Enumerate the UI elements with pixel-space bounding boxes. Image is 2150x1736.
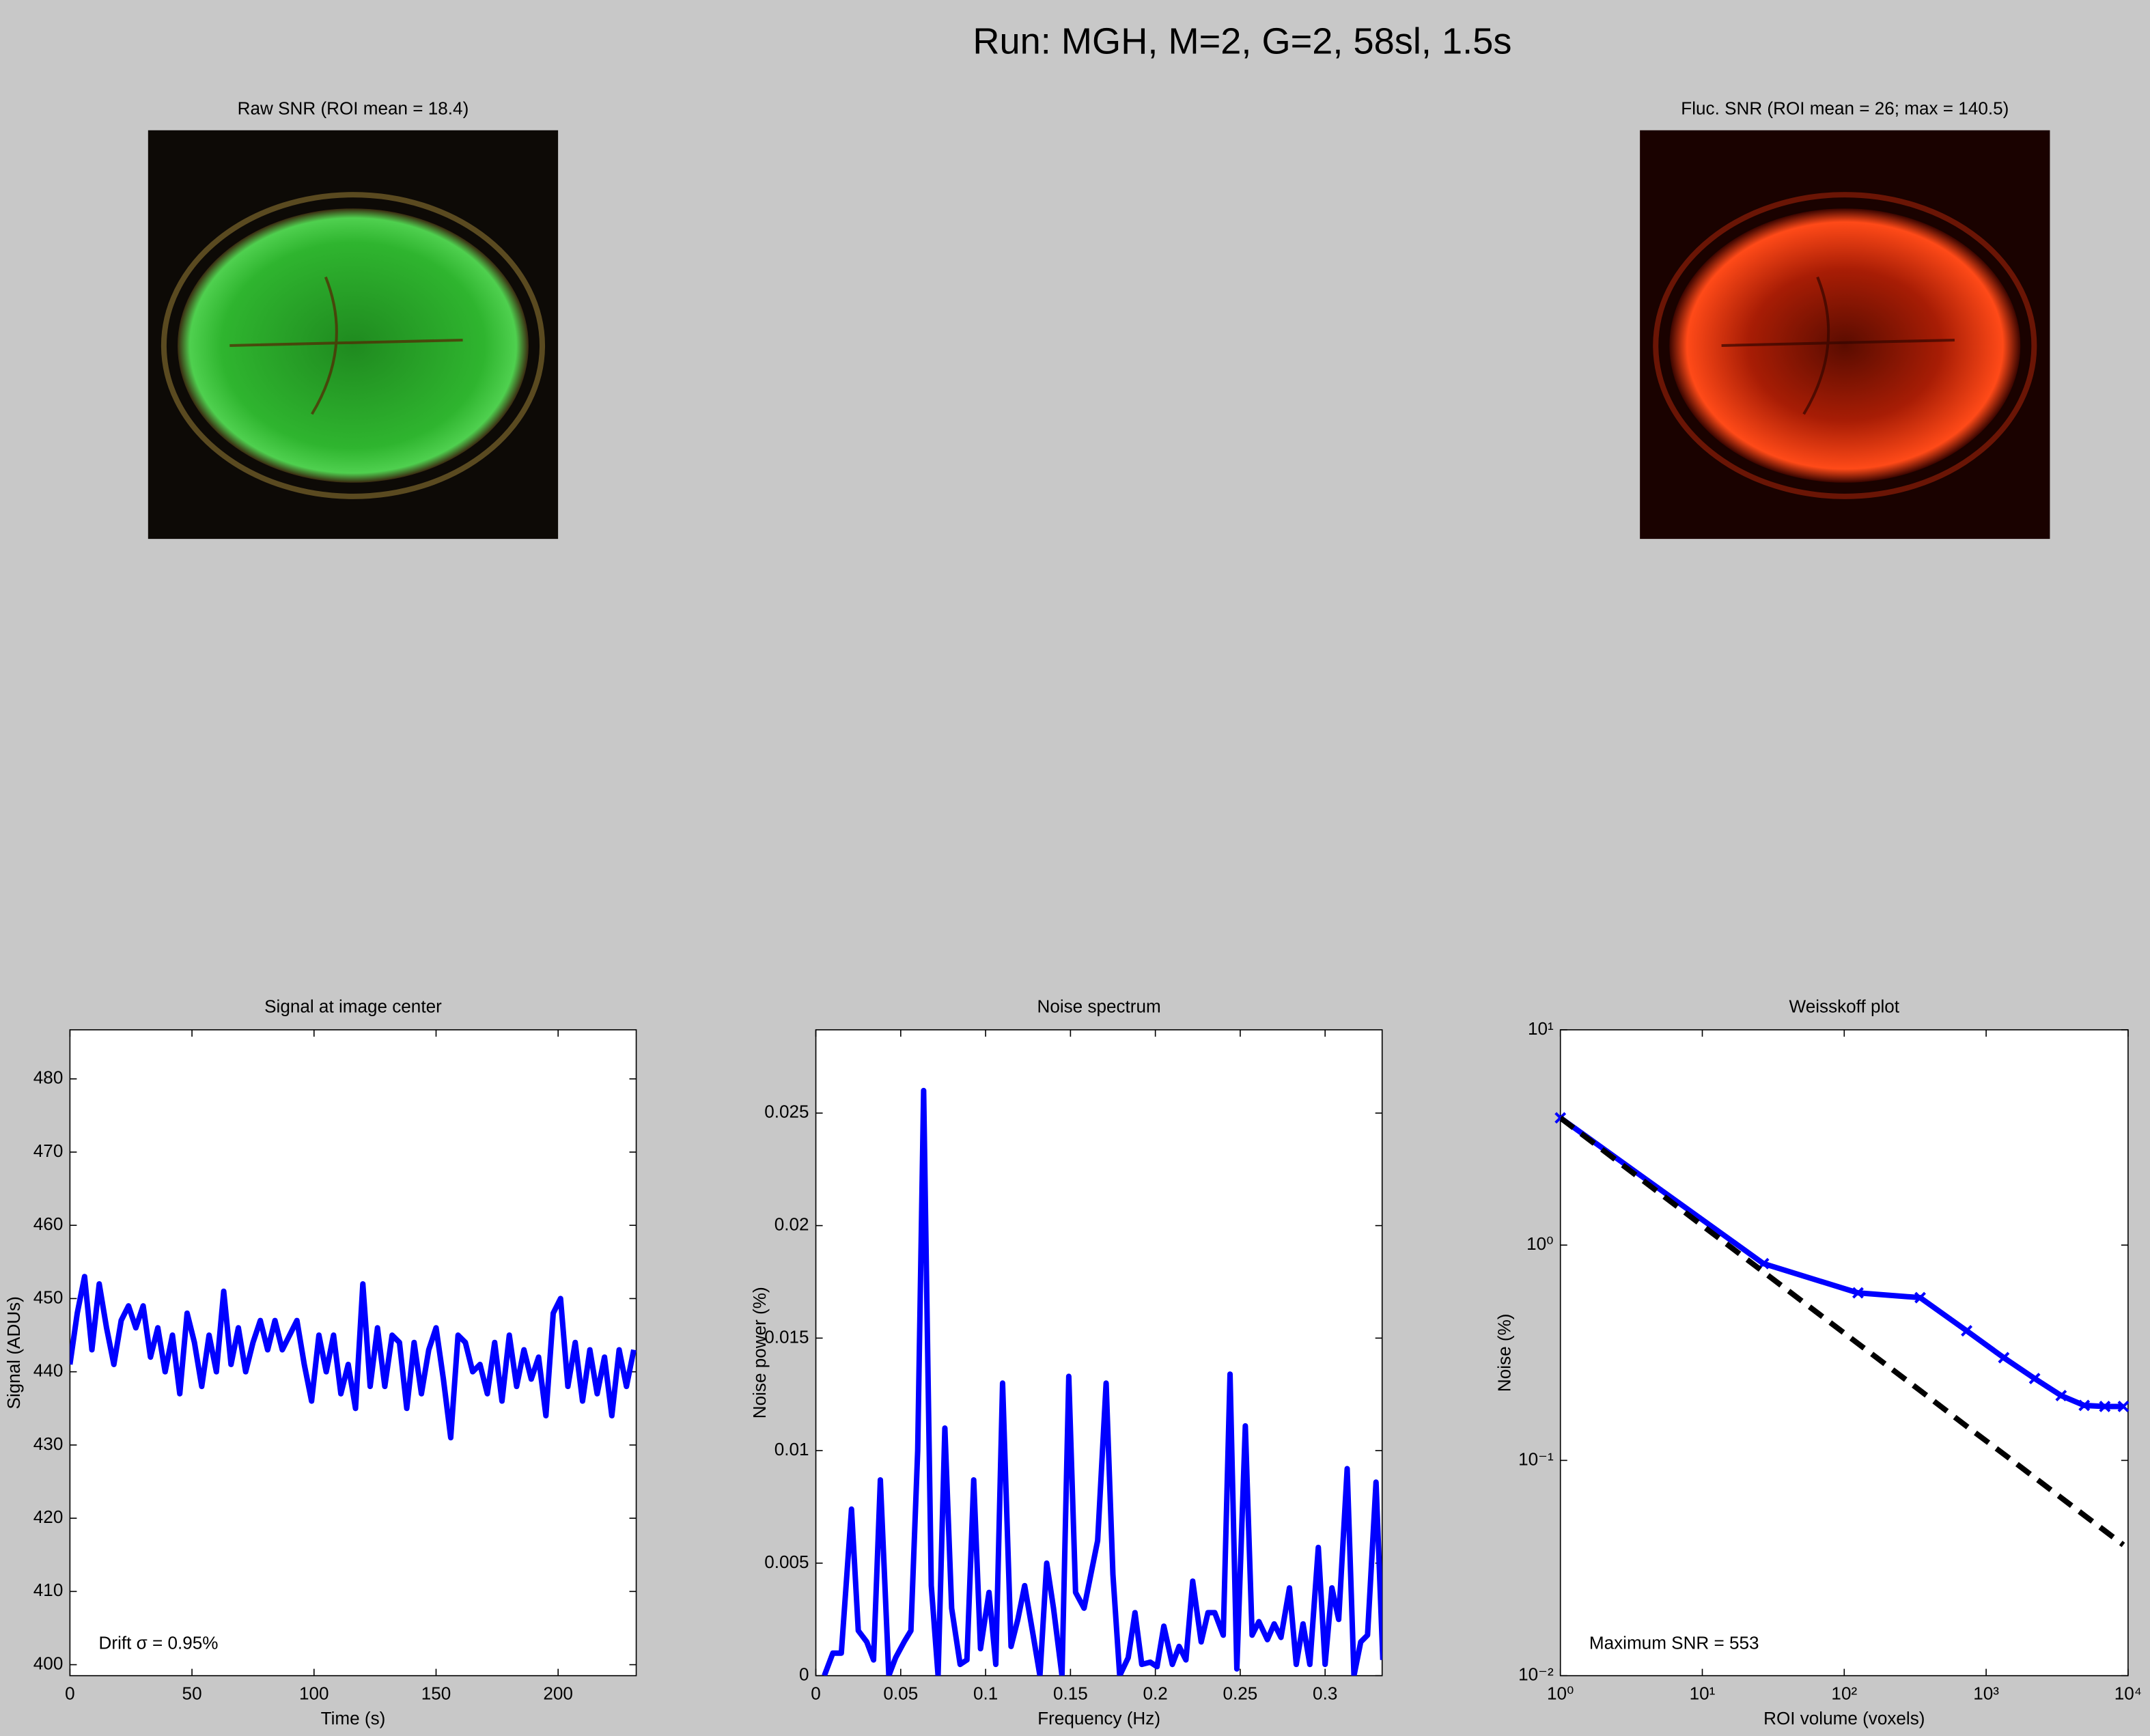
y-tick-label: 0 — [799, 1664, 809, 1685]
y-tick-label: 0.005 — [764, 1552, 809, 1572]
y-tick-label: 480 — [33, 1067, 64, 1088]
marker — [2055, 1390, 2067, 1401]
brain-detail — [1721, 276, 1955, 415]
y-tick-label: 0.02 — [774, 1214, 809, 1235]
y-tick-label: 440 — [33, 1360, 64, 1381]
figure-title: Run: MGH, M=2, G=2, 58sl, 1.5s — [973, 21, 1511, 62]
y-tick-label: 10¹ — [1528, 1018, 1554, 1039]
marker — [2078, 1399, 2091, 1412]
x-tick-label: 10² — [1831, 1683, 1857, 1704]
y-tick-label: 10⁻² — [1518, 1664, 1554, 1685]
marker — [2117, 1401, 2130, 1412]
x-axis-label: Time (s) — [321, 1708, 386, 1728]
y-tick-label: 0.015 — [764, 1326, 809, 1347]
x-axis-label: Frequency (Hz) — [1037, 1708, 1160, 1728]
x-tick-label: 10¹ — [1690, 1683, 1716, 1704]
x-tick-label: 10⁰ — [1547, 1683, 1574, 1704]
y-axis-label: Noise (%) — [1494, 1314, 1514, 1392]
brain — [1669, 208, 2021, 483]
y-tick-label: 0.01 — [774, 1439, 809, 1459]
x-tick-label: 50 — [182, 1683, 202, 1704]
x-tick-label: 10⁴ — [2114, 1683, 2142, 1704]
y-tick-label: 410 — [33, 1580, 64, 1600]
plot-title: Noise spectrum — [1037, 996, 1160, 1017]
y-tick-label: 460 — [33, 1214, 64, 1234]
y-tick-label: 10⁻¹ — [1518, 1448, 1554, 1469]
x-tick-label: 0.2 — [1143, 1683, 1168, 1704]
y-tick-label: 10⁰ — [1526, 1233, 1553, 1254]
skull-ring — [160, 192, 546, 499]
marker — [2099, 1401, 2111, 1412]
plot-title: Signal at image center — [264, 996, 442, 1017]
x-axis-label: ROI volume (voxels) — [1763, 1708, 1925, 1728]
x-tick-label: 100 — [299, 1683, 329, 1704]
y-tick-label: 450 — [33, 1287, 64, 1307]
brain — [177, 208, 529, 483]
annotation: Maximum SNR = 553 — [1589, 1632, 1759, 1653]
x-tick-label: 0.1 — [973, 1683, 998, 1704]
x-tick-label: 150 — [421, 1683, 451, 1704]
marker — [2028, 1373, 2041, 1385]
image-title: Fluc. SNR (ROI mean = 26; max = 140.5) — [1681, 98, 2009, 119]
plot-area — [815, 1029, 1383, 1677]
y-tick-label: 420 — [33, 1507, 64, 1527]
x-tick-label: 200 — [543, 1683, 573, 1704]
y-axis-label: Noise power (%) — [749, 1287, 770, 1418]
plot-title: Weisskoff plot — [1789, 996, 1900, 1017]
plot-area — [1559, 1029, 2129, 1677]
x-tick-label: 10³ — [1973, 1683, 1999, 1704]
y-tick-label: 400 — [33, 1653, 64, 1673]
x-tick-label: 0 — [65, 1683, 75, 1704]
skull-ring — [1653, 192, 2037, 499]
y-tick-label: 470 — [33, 1140, 64, 1161]
y-tick-label: 430 — [33, 1433, 64, 1454]
series-line — [822, 1087, 1382, 1676]
x-tick-label: 0.15 — [1053, 1683, 1088, 1704]
x-tick-label: 0 — [811, 1683, 821, 1704]
marker — [1852, 1287, 1864, 1299]
x-tick-label: 0.3 — [1313, 1683, 1337, 1704]
marker — [1961, 1325, 1973, 1337]
x-tick-label: 0.05 — [883, 1683, 918, 1704]
marker — [1914, 1291, 1926, 1304]
brain-detail — [229, 276, 463, 415]
annotation: Drift σ = 0.95% — [99, 1632, 219, 1653]
marker — [1998, 1352, 2010, 1364]
series-line — [1560, 1115, 2125, 1548]
x-tick-label: 0.25 — [1223, 1683, 1258, 1704]
image-title: Raw SNR (ROI mean = 18.4) — [238, 98, 469, 119]
y-axis-label: Signal (ADUs) — [3, 1296, 24, 1409]
y-tick-label: 0.025 — [764, 1102, 809, 1122]
series-line — [70, 1274, 637, 1441]
